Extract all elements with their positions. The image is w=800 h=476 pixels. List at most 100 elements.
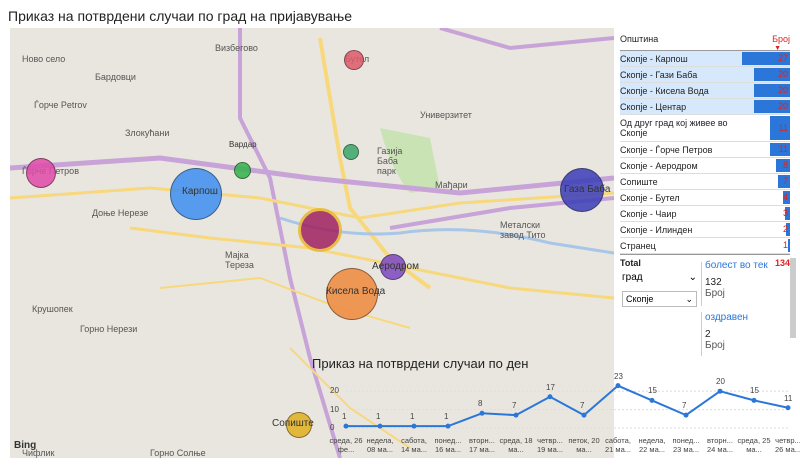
card-recovered: оздравен 2 Број	[705, 312, 748, 351]
data-point[interactable]	[683, 412, 689, 418]
map-label-bardovci: Бардовци	[95, 72, 136, 82]
series-line	[346, 384, 789, 428]
data-point[interactable]	[547, 394, 553, 400]
row-count-bar	[775, 159, 790, 172]
data-label: 1	[444, 412, 449, 422]
bubble-aerodrom[interactable]	[380, 254, 406, 280]
data-point[interactable]	[377, 423, 383, 429]
bubble-sopiste[interactable]	[286, 412, 312, 438]
x-tick-label: понед... 23 ма...	[672, 436, 700, 454]
data-point[interactable]	[513, 412, 519, 418]
table-row[interactable]: Скопје - Илинден 2	[620, 222, 790, 238]
card-active-label: болест во тек	[705, 260, 768, 271]
map-label-university: Универзитет	[420, 110, 472, 120]
bubble-cair[interactable]	[343, 144, 359, 160]
data-label: 7	[682, 401, 687, 411]
row-count: 7	[782, 176, 788, 186]
daily-chart: 0 10 20 1 среда, 26 фе... 1 недела, 08 ма... 1 с…	[318, 371, 800, 472]
bubble-label-vardar: Вардар	[229, 140, 257, 149]
x-tick-label: сабота, 21 ма...	[604, 436, 631, 454]
data-label: 15	[648, 386, 657, 396]
bubble-vardar[interactable]	[234, 162, 251, 179]
table-row[interactable]: Странец 1	[620, 238, 790, 254]
row-count: 27	[777, 53, 788, 63]
bubble-karpos[interactable]	[170, 168, 222, 220]
x-tick-label: среда, 25 ма...	[737, 436, 771, 454]
data-label: 1	[342, 412, 347, 422]
map-label-vizbegovo: Визбегово	[215, 43, 258, 53]
table-row[interactable]: Скопје - Центар 20	[620, 99, 790, 115]
city-filter-header[interactable]: град ⌄	[622, 272, 697, 283]
row-count-bar	[754, 68, 790, 81]
table-header: Општина Број ▼	[620, 28, 790, 52]
col-header-municipality[interactable]: Општина	[620, 34, 659, 44]
table-row[interactable]: Скопје - Карпош 27	[620, 51, 790, 67]
map-label-gorno-solnje: Горно Солње	[150, 448, 206, 458]
map-label-madzari: Мађари	[435, 180, 468, 190]
y-tick-label: 20	[330, 386, 339, 396]
data-point[interactable]	[751, 397, 757, 403]
x-tick-label: вторн... 24 ма...	[706, 436, 733, 454]
row-municipality: Скопје - Ѓорче Петров	[620, 144, 713, 155]
city-filter-label: град	[622, 272, 643, 283]
data-point[interactable]	[785, 405, 791, 411]
row-count-cell: 2	[742, 222, 790, 237]
table-row[interactable]: Скопје - Аеродром 8	[620, 158, 790, 174]
table-row[interactable]: Скопје - Гази Баба 20	[620, 67, 790, 83]
bubble-gazi-baba[interactable]	[560, 168, 604, 212]
row-municipality: Скопје - Кисела Вода	[620, 85, 709, 96]
table-row[interactable]: Скопје - Ѓорче Петров 11	[620, 142, 790, 158]
row-count-bar	[742, 52, 790, 65]
bubble-centar[interactable]	[298, 208, 342, 252]
bubble-label-aerodrom: Аеродром	[372, 261, 419, 272]
row-count-bar	[786, 223, 790, 236]
row-municipality: Од друг град кој живее во Скопје	[620, 118, 728, 138]
data-point[interactable]	[445, 423, 451, 429]
data-point[interactable]	[411, 423, 417, 429]
city-filter: град ⌄ Скопје ⌄	[622, 272, 697, 307]
data-point[interactable]	[343, 423, 349, 429]
table-row[interactable]: Скопје - Кисела Вода 20	[620, 83, 790, 99]
data-point[interactable]	[581, 412, 587, 418]
bubble-kisela-voda[interactable]	[326, 268, 378, 320]
row-count-cell: 7	[742, 174, 790, 189]
card-divider-active	[701, 262, 702, 306]
table-row[interactable]: Скопје - Чаир 3	[620, 206, 790, 222]
row-municipality: Сопиште	[620, 176, 658, 187]
data-point[interactable]	[649, 397, 655, 403]
row-count-bar	[754, 100, 790, 113]
city-filter-select[interactable]: Скопје ⌄	[622, 291, 697, 307]
row-count: 11	[778, 144, 788, 154]
map-label-novo-selo: Ново село	[22, 54, 66, 64]
row-count: 20	[777, 101, 788, 111]
table-row[interactable]: Скопје - Бутел 4	[620, 190, 790, 206]
bubble-butel[interactable]	[344, 50, 364, 70]
data-point[interactable]	[479, 410, 485, 416]
bubble-gorce-petrov[interactable]	[26, 158, 56, 188]
table-row[interactable]: Од друг град кој живее во Скопје 11	[620, 115, 790, 142]
data-label: 1	[410, 412, 415, 422]
y-tick-label: 10	[330, 404, 339, 414]
row-count-cell: 1	[742, 238, 790, 253]
scrollbar[interactable]	[790, 258, 796, 338]
row-count: 20	[777, 69, 788, 79]
row-count-cell: 11	[742, 115, 790, 141]
row-municipality: Скопје - Карпош	[620, 53, 688, 64]
x-tick-label: вторн... 17 ма...	[468, 436, 495, 454]
municipality-table: Општина Број ▼ Скопје - Карпош 27 Скопје - …	[620, 28, 790, 271]
col-header-count[interactable]: Број ▼	[772, 34, 790, 52]
card-divider-recovered	[701, 312, 702, 356]
bubble-label-karpos: Карпош	[182, 186, 218, 197]
data-point[interactable]	[717, 388, 723, 394]
table-row[interactable]: Сопиште 7	[620, 174, 790, 190]
card-active: болест во тек 132 Број	[705, 260, 768, 299]
row-count-cell: 4	[742, 190, 790, 205]
city-map[interactable]: Визбегово Ново село Бардовци Ѓорче Petro…	[10, 28, 614, 458]
data-label: 17	[546, 382, 555, 392]
row-count: 1	[782, 240, 788, 250]
data-point[interactable]	[615, 383, 621, 389]
map-label-zavod: Металски завод Тито	[500, 220, 546, 240]
data-label: 23	[614, 371, 623, 381]
row-count-bar	[754, 84, 790, 97]
